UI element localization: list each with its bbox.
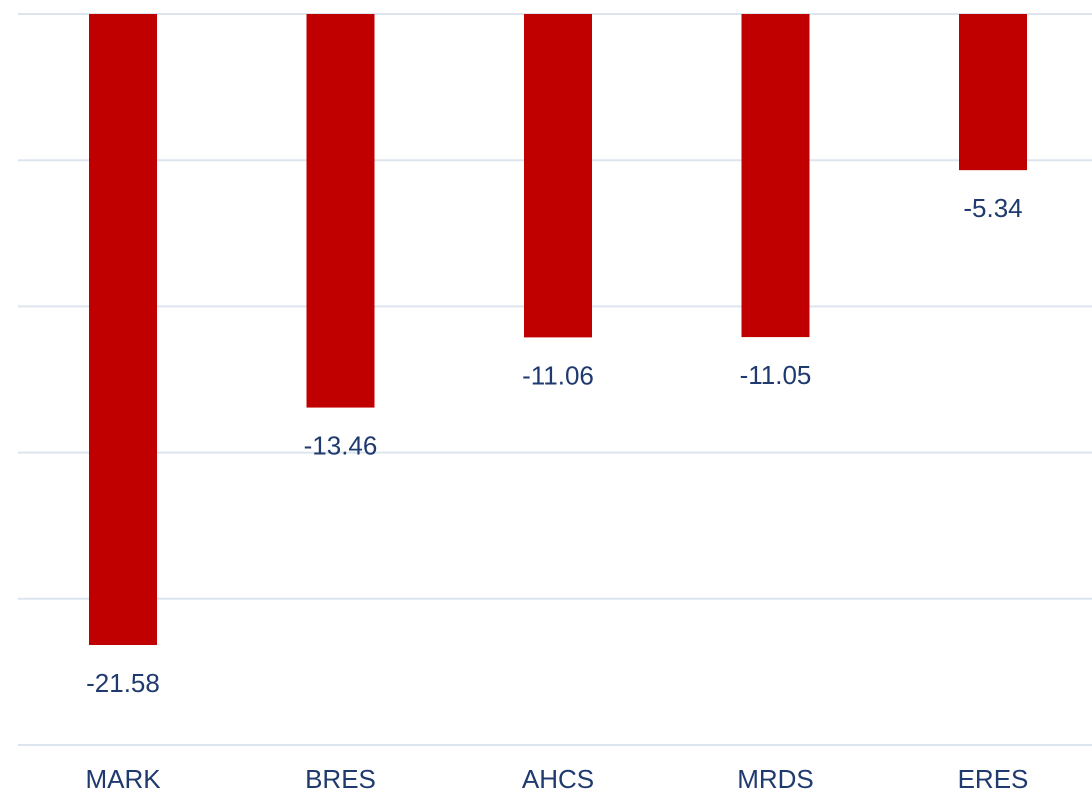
data-label-mark: -21.58 xyxy=(86,668,160,698)
category-label-ahcs: AHCS xyxy=(522,764,594,794)
bar-mark xyxy=(89,14,157,645)
category-label-mark: MARK xyxy=(85,764,161,794)
data-label-ahcs: -11.06 xyxy=(522,360,594,390)
bar-mrds xyxy=(741,14,810,338)
category-label-eres: ERES xyxy=(958,764,1029,794)
bar-bres xyxy=(306,14,375,408)
data-label-mrds: -11.05 xyxy=(740,360,812,390)
category-label-mrds: MRDS xyxy=(737,764,814,794)
bars xyxy=(89,14,1027,645)
bar-eres xyxy=(959,14,1027,171)
data-label-bres: -13.46 xyxy=(304,431,378,461)
category-labels: MARK BRES AHCS MRDS ERES xyxy=(85,764,1028,794)
data-label-eres: -5.34 xyxy=(963,193,1022,223)
data-labels: -21.58 -13.46 -11.06 -11.05 -5.34 xyxy=(86,193,1023,698)
bar-ahcs xyxy=(524,14,592,338)
category-label-bres: BRES xyxy=(305,764,376,794)
